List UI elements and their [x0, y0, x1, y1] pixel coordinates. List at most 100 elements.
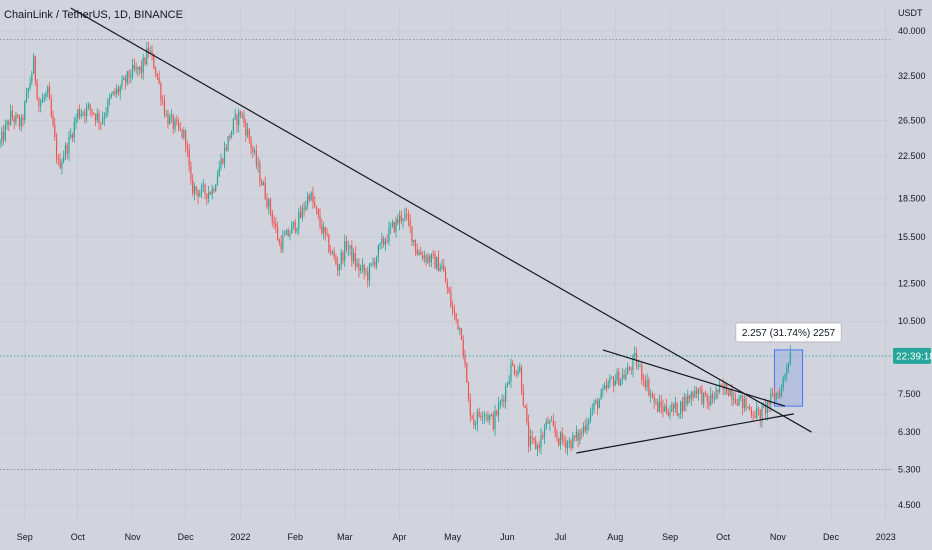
candle-body — [598, 399, 600, 409]
x-tick-label: Oct — [71, 532, 86, 542]
candle-body — [443, 265, 445, 272]
candle-body — [50, 99, 52, 116]
candle-body — [425, 255, 427, 262]
candle-body — [345, 241, 348, 249]
x-tick-label: Nov — [125, 532, 142, 542]
candle-body — [24, 102, 26, 121]
candle-body — [772, 393, 774, 395]
candle-body — [312, 192, 314, 203]
candle-body — [453, 310, 455, 313]
x-tick-label: Dec — [178, 532, 195, 542]
candle-body — [559, 432, 562, 446]
candle-body — [317, 209, 319, 215]
candle-body — [674, 402, 676, 409]
candle-body — [625, 374, 627, 379]
candle-body — [264, 182, 266, 200]
candle-body — [432, 254, 434, 256]
candle-body — [112, 91, 114, 95]
candle-body — [101, 118, 104, 124]
candle-body — [676, 402, 678, 416]
candle-body — [747, 406, 749, 408]
y-tick-label: 26.500 — [898, 115, 926, 125]
candle-body — [209, 192, 211, 195]
candle-body — [140, 66, 143, 73]
candle-body — [602, 389, 604, 391]
candle-body — [280, 242, 282, 250]
descending-resistance[interactable] — [70, 7, 812, 433]
candle-body — [787, 363, 790, 368]
candle-body — [328, 234, 330, 252]
candle-body — [648, 379, 650, 396]
candle-body — [55, 137, 58, 159]
candle-body — [736, 403, 738, 406]
candle-body — [66, 145, 68, 154]
candle-body — [177, 121, 180, 128]
triangle-upper[interactable] — [602, 349, 786, 407]
candle-body — [556, 432, 558, 439]
candle-body — [103, 116, 105, 119]
candle-body — [299, 212, 302, 218]
candle-body — [40, 102, 42, 106]
candle-body — [690, 392, 692, 399]
candle-body — [752, 414, 754, 417]
candle-body — [519, 367, 521, 372]
candle-body — [186, 145, 189, 150]
x-tick-label: Feb — [287, 532, 303, 542]
x-tick-label: Oct — [716, 532, 731, 542]
candle-body — [680, 401, 682, 414]
candle-body — [225, 147, 227, 150]
candle-body — [31, 73, 33, 83]
candle-body — [754, 416, 756, 418]
candle-body — [239, 111, 242, 116]
candle-body — [193, 186, 196, 194]
candle-body — [344, 241, 346, 261]
triangle-lower[interactable] — [576, 413, 794, 454]
candle-body — [269, 199, 272, 213]
candle-body — [457, 319, 459, 330]
candle-body — [130, 75, 132, 78]
candle-body — [172, 115, 174, 129]
candle-body — [13, 118, 15, 123]
candle-body — [718, 384, 721, 393]
candle-body — [444, 271, 447, 283]
candle-body — [52, 115, 54, 126]
candle-body — [57, 158, 59, 161]
candle-body — [512, 363, 514, 366]
x-tick-label: 2023 — [876, 532, 896, 542]
candle-body — [128, 71, 130, 78]
candle-body — [588, 420, 590, 425]
y-tick-label: 12.500 — [898, 278, 926, 288]
candle-body — [699, 388, 701, 390]
candle-body — [593, 402, 595, 410]
candle-body — [241, 115, 243, 117]
candle-body — [407, 214, 410, 220]
candle-body — [10, 110, 12, 126]
candle-body — [181, 129, 183, 138]
candle-body — [637, 365, 639, 367]
candle-body — [503, 399, 505, 402]
x-tick-label: Dec — [823, 532, 840, 542]
y-tick-label: 10.500 — [898, 316, 926, 326]
candle-body — [715, 389, 717, 399]
candle-body — [614, 380, 616, 386]
candle-body — [630, 369, 632, 370]
candle-body — [634, 352, 636, 357]
candle-body — [96, 113, 98, 121]
candle-body — [71, 134, 74, 138]
candle-body — [777, 393, 779, 394]
candle-body — [418, 251, 420, 255]
candle-body — [658, 401, 661, 412]
candle-body — [294, 221, 296, 232]
x-tick-label: Jul — [555, 532, 567, 542]
candle-body — [397, 219, 399, 224]
measure-label-background — [735, 322, 842, 343]
candle-body — [782, 378, 784, 388]
candle-body — [450, 292, 452, 307]
y-tick-label: 5.300 — [898, 465, 921, 475]
x-tick-label: 2022 — [230, 532, 250, 542]
candle-body — [474, 424, 477, 426]
candle-body — [664, 406, 666, 412]
candle-body — [692, 392, 694, 398]
